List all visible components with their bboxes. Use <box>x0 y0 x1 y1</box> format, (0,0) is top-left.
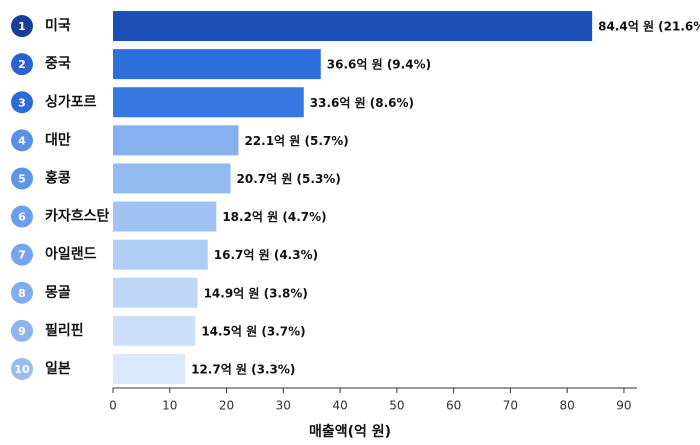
rank-number: 5 <box>18 172 26 185</box>
rank-number: 10 <box>14 363 30 376</box>
rank-badge <box>11 53 33 76</box>
value-label: 33.6억 원 (8.6%) <box>310 96 414 110</box>
value-label: 16.7억 원 (4.3%) <box>214 248 318 262</box>
category-label: 대만 <box>45 132 71 148</box>
rank-number: 7 <box>18 249 26 262</box>
category-label: 일본 <box>45 361 71 377</box>
x-tick-label: 30 <box>276 399 291 413</box>
rank-badge <box>11 243 33 266</box>
category-label: 카자흐스탄 <box>45 208 110 225</box>
bar <box>113 163 231 194</box>
x-tick-label: 70 <box>503 399 518 413</box>
bar <box>113 239 208 270</box>
value-label: 84.4억 원 (21.6%) <box>598 20 700 34</box>
category-label: 중국 <box>45 56 71 72</box>
value-label: 14.9억 원 (3.8%) <box>204 286 308 300</box>
category-label: 몽골 <box>45 285 71 301</box>
bar <box>113 315 196 346</box>
x-tick-label: 10 <box>162 399 177 413</box>
category-label: 미국 <box>45 18 71 34</box>
rank-number: 6 <box>18 211 26 224</box>
rank-number: 3 <box>18 96 26 109</box>
category-label: 아일랜드 <box>45 246 97 263</box>
value-label: 12.7억 원 (3.3%) <box>191 362 295 376</box>
value-label: 22.1억 원 (5.7%) <box>244 134 348 148</box>
rank-number: 2 <box>18 58 26 71</box>
x-tick-label: 90 <box>616 399 631 413</box>
rank-badge <box>11 357 33 380</box>
x-tick-label: 80 <box>560 399 575 413</box>
x-tick-label: 40 <box>332 399 347 413</box>
x-axis-title: 매출액(억 원) <box>309 423 391 440</box>
rank-badge <box>11 15 33 38</box>
rank-number: 8 <box>18 287 26 300</box>
rank-badge <box>11 319 33 342</box>
value-label: 20.7억 원 (5.3%) <box>237 172 341 186</box>
x-tick-label: 20 <box>219 399 234 413</box>
rank-badge <box>11 205 33 228</box>
bar <box>113 353 186 384</box>
x-tick-label: 60 <box>446 399 461 413</box>
bar <box>113 277 198 308</box>
rank-badge <box>11 281 33 304</box>
value-label: 18.2억 원 (4.7%) <box>222 210 326 224</box>
x-tick-label: 50 <box>389 399 404 413</box>
value-label: 36.6억 원 (9.4%) <box>327 58 431 72</box>
rank-number: 1 <box>18 20 26 33</box>
rank-badge <box>11 167 33 190</box>
rank-number: 4 <box>18 134 26 147</box>
bar <box>113 87 304 118</box>
rank-badge <box>11 91 33 114</box>
category-label: 싱가포르 <box>45 94 97 110</box>
bar <box>113 49 321 80</box>
category-label: 홍콩 <box>45 169 71 186</box>
bar <box>113 201 217 232</box>
bar <box>113 125 239 156</box>
bar <box>113 11 593 42</box>
category-label: 필리핀 <box>45 322 84 339</box>
rank-number: 9 <box>18 325 26 338</box>
x-tick-label: 0 <box>109 399 117 413</box>
value-label: 14.5억 원 (3.7%) <box>201 324 305 338</box>
rank-badge <box>11 129 33 152</box>
